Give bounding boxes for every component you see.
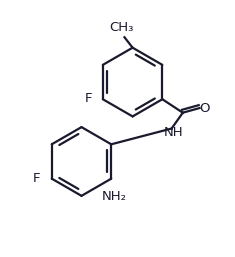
- Text: F: F: [85, 91, 92, 105]
- Text: F: F: [33, 172, 40, 185]
- Text: CH₃: CH₃: [109, 21, 133, 34]
- Text: NH₂: NH₂: [102, 190, 127, 203]
- Text: NH: NH: [164, 126, 183, 139]
- Text: O: O: [199, 102, 210, 115]
